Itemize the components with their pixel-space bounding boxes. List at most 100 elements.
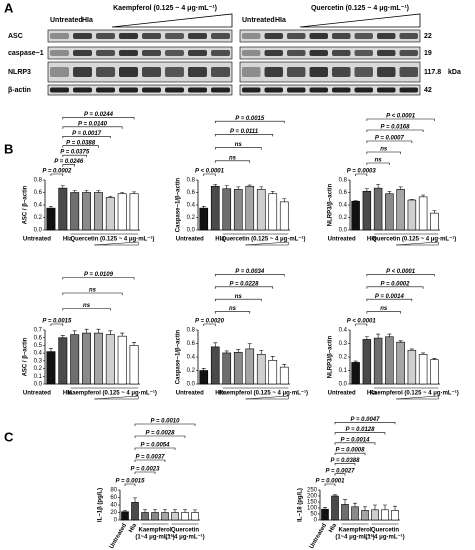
blot-band [142,87,161,93]
p-value: ns [229,306,237,312]
p-value: ns [235,142,243,148]
blot-protein: ASC [8,33,23,40]
blot-band [264,50,283,56]
error-bar [247,343,252,349]
bracket [334,452,366,456]
bracket [366,298,413,302]
gradient-wedge [94,241,139,246]
p-value: P = 0.0111 [230,129,259,135]
blot-band [264,87,283,93]
p-value: P = 0.0168 [381,125,411,131]
error-bar [60,335,65,338]
bracket [355,173,368,176]
bracket [214,147,262,150]
bracket [214,298,262,302]
error-bar [213,184,218,187]
bar [121,511,129,521]
bracket [50,323,64,326]
blot-band [188,87,207,93]
blot-band [165,87,184,93]
y-axis-label: IL−1β (pg/L) [98,488,104,522]
bracket [324,483,336,486]
bar [256,189,266,231]
error-bar [108,330,113,335]
y-tick-label: 20 [110,510,117,516]
y-tick-label: 60 [110,495,117,501]
y-tick-label: 0.0 [34,382,43,388]
bar [93,192,103,231]
bar [418,353,428,385]
blot-band [211,50,230,56]
error-bar [48,348,53,352]
p-value: P = 0.0003 [347,169,377,175]
x-tick-label: Untreated [109,523,128,550]
blot-band [354,67,373,77]
error-bar [72,190,77,193]
blot-protein: β-actin [8,87,31,94]
error-bar [387,190,392,194]
bracket [366,118,435,121]
error-bar [96,190,101,193]
group-label: Quercetin (0.125 ~ 4 μg·mL⁻¹) [372,236,456,243]
blot-band [354,33,373,39]
p-value: P = 0.0388 [66,140,96,146]
y-tick-label: 0.6 [34,335,43,341]
bar [210,346,220,385]
error-bar [236,186,241,190]
y-tick-label: 40 [110,503,117,509]
bar [371,509,379,521]
y-tick-label: 0.1 [339,368,348,374]
y-axis-label: ASC / β−actin [23,337,29,376]
blot-header: Quercetin (0.125 ~ 4 μg·mL⁻¹) [311,5,409,12]
blot-band [211,33,230,39]
blot-size: 22 [424,33,432,40]
error-bar [224,350,229,353]
group-label: Kaempferol (0.125 ~ 4 μg·mL⁻¹) [68,390,157,397]
x-tick-label: Untreated [176,391,204,397]
bar [279,366,289,385]
blot-band [119,33,138,39]
blot-size: 117.8 [424,69,441,76]
bracket [366,286,424,289]
bracket [62,308,111,311]
blot-membrane [239,61,421,83]
y-tick-label: 200 [307,494,318,500]
bar [385,193,394,231]
x-tick-label: Untreated [309,523,328,550]
bar [70,334,80,385]
y-tick-label: 0.2 [187,215,196,221]
blot-band [309,67,328,77]
bar [105,197,115,231]
error-bar [409,199,414,200]
error-bar [143,509,147,513]
p-value: ns [83,303,91,309]
y-tick-label: 0.0 [187,382,196,388]
group-range: (1~4 μg·mL⁻¹) [165,534,204,541]
y-tick-label: 0.5 [34,343,43,349]
blot-protein: caspase−1 [8,50,44,57]
y-tick-label: 0.8 [187,178,196,184]
bar [418,196,428,231]
y-tick-label: 150 [307,500,318,506]
error-bar [259,349,264,355]
error-bar [373,504,377,510]
error-bar [363,506,367,511]
bracket [366,311,401,314]
y-tick-label: 0.4 [339,328,348,334]
bar [351,362,360,385]
bar [279,201,289,231]
bar [351,200,360,231]
bar [361,510,369,521]
bracket [62,135,111,139]
p-value: P = 0.0228 [230,281,260,287]
error-bar [353,200,358,202]
x-tick-label: HIa [367,237,377,243]
error-bar [364,188,369,192]
y-tick-label: 0.3 [339,341,348,347]
y-tick-label: 0.4 [187,355,196,361]
bracket [334,421,396,425]
p-value: ns [380,306,388,312]
error-bar [270,356,275,361]
bar [373,187,383,231]
